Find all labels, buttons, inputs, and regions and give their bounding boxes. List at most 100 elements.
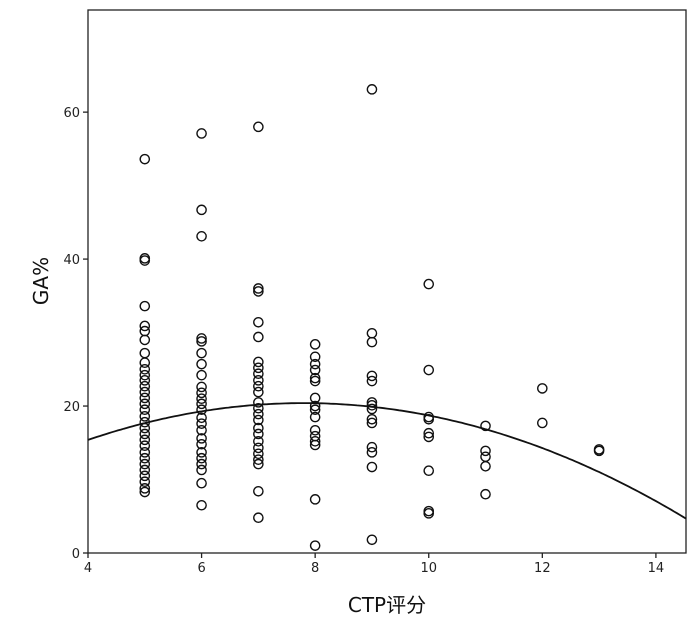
data-point: [139, 404, 151, 416]
data-point: [139, 428, 151, 440]
data-point: [196, 387, 207, 399]
data-point: [196, 231, 207, 242]
data-point: [366, 400, 378, 411]
data-point: [139, 398, 151, 410]
data-point: [139, 153, 151, 165]
data-point: [139, 452, 151, 464]
data-point: [139, 386, 151, 398]
data-point: [366, 461, 378, 473]
x-tick-label: 14: [648, 561, 665, 576]
data-point: [196, 336, 207, 347]
data-point: [309, 400, 321, 412]
data-point: [593, 445, 605, 457]
data-point: [139, 375, 151, 386]
data-point: [480, 451, 491, 463]
data-point: [253, 331, 264, 343]
data-point: [253, 436, 264, 447]
data-point: [139, 347, 151, 359]
data-point: [480, 488, 491, 500]
data-point: [139, 486, 151, 498]
data-point: [480, 420, 491, 432]
data-point: [537, 417, 548, 429]
data-point: [196, 128, 207, 139]
y-tick-label: 60: [63, 106, 80, 121]
data-point: [309, 339, 321, 350]
data-point: [309, 494, 321, 505]
data-point: [139, 357, 151, 368]
data-point: [253, 422, 264, 434]
data-point: [423, 508, 435, 519]
data-point: [309, 411, 321, 423]
data-point: [139, 458, 151, 470]
data-point: [196, 393, 207, 404]
data-point: [253, 356, 264, 368]
data-point: [309, 424, 321, 436]
x-tick-label: 6: [197, 561, 205, 576]
data-point: [196, 204, 207, 216]
x-tick-label: 4: [84, 561, 92, 576]
data-point: [366, 413, 378, 425]
data-point: [196, 447, 207, 458]
data-point: [537, 383, 548, 394]
data-point: [423, 278, 435, 290]
data-point: [309, 358, 321, 370]
data-point: [196, 381, 207, 393]
x-tick-label: 10: [420, 561, 437, 576]
data-point: [253, 283, 264, 294]
data-point: [253, 380, 264, 392]
data-point: [253, 454, 264, 465]
x-axis-label: CTP评分: [348, 593, 426, 617]
data-point: [309, 364, 321, 376]
data-point: [139, 434, 151, 446]
data-point: [253, 458, 264, 470]
data-point: [366, 328, 378, 339]
data-point: [253, 375, 264, 386]
data-point: [423, 413, 435, 425]
data-point: [139, 380, 151, 392]
data-point: [196, 464, 207, 476]
y-tick-label: 0: [72, 547, 80, 562]
data-point: [309, 372, 321, 384]
data-point: [139, 369, 151, 381]
data-point: [309, 439, 321, 451]
data-point: [366, 84, 378, 95]
y-axis: 0 20 40 60: [63, 106, 88, 562]
data-point: [139, 464, 151, 476]
data-point: [253, 397, 264, 408]
data-point: [253, 408, 264, 420]
data-point: [366, 534, 378, 546]
data-point: [253, 121, 264, 133]
data-point: [139, 447, 151, 458]
data-point: [139, 300, 151, 312]
data-point: [253, 402, 264, 414]
data-point: [366, 403, 378, 415]
data-point: [366, 336, 378, 348]
data-point: [309, 351, 321, 363]
data-point: [196, 347, 207, 359]
data-point: [139, 483, 151, 494]
data-point: [139, 334, 151, 346]
x-tick-label: 8: [311, 561, 319, 576]
data-point: [253, 448, 264, 460]
data-point: [253, 386, 264, 398]
data-point: [139, 470, 151, 482]
data-point: [480, 460, 491, 472]
data-point: [139, 255, 151, 266]
data-point: [196, 424, 207, 436]
data-point: [366, 417, 378, 429]
data-point: [196, 369, 207, 381]
data-point: [253, 286, 264, 297]
data-point: [139, 392, 151, 404]
data-point: [423, 465, 435, 477]
data-point: [309, 436, 321, 447]
data-point: [366, 447, 378, 458]
data-point: [196, 438, 207, 450]
data-point: [196, 404, 207, 416]
data-point: [196, 458, 207, 470]
data-point: [196, 333, 207, 344]
data-point: [366, 370, 378, 382]
data-point: [196, 412, 207, 424]
data-point: [196, 477, 207, 489]
data-point: [196, 433, 207, 444]
